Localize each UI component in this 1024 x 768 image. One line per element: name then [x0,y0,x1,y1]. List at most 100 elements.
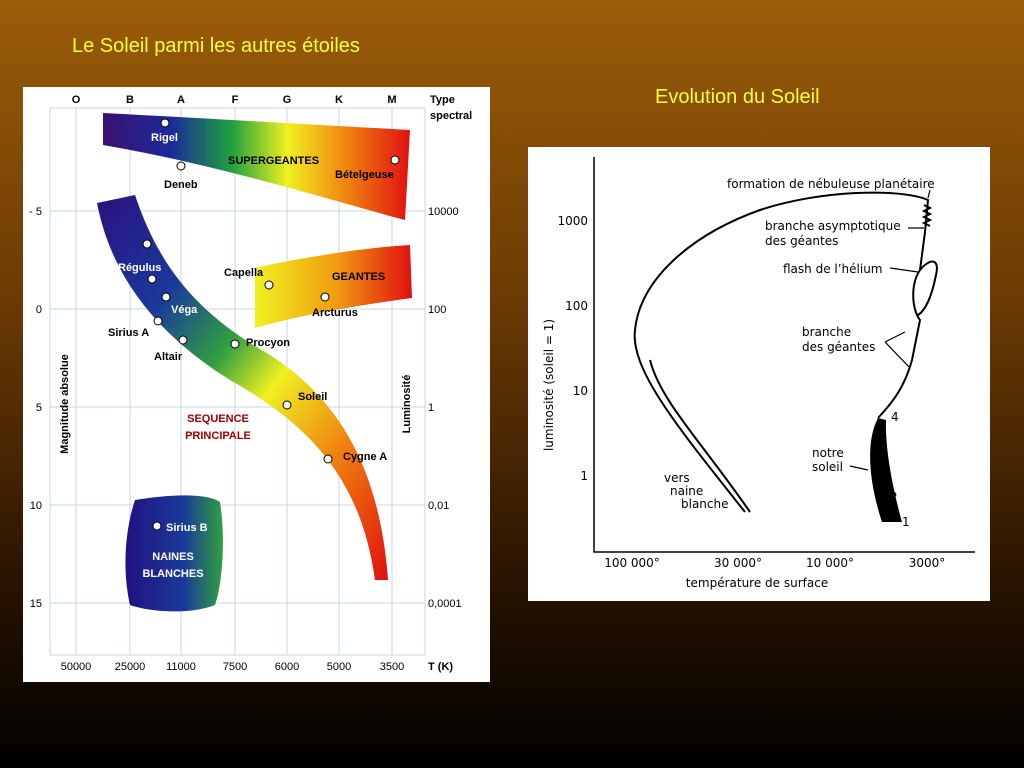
main-sequence-track [870,418,902,522]
temperature-label: T (K) [428,661,453,673]
y-axis-title: luminosité (soleil = 1) [542,319,556,451]
luminosity-tick: 0,01 [428,500,449,512]
magnitude-tick: - 5 [29,206,42,218]
y-tick: 1000 [557,214,588,228]
luminosity-tick: 0,0001 [428,598,462,610]
star [160,118,170,128]
spectral-type: K [335,94,343,106]
luminosity-tick: 100 [428,304,446,316]
main-sequence-band [97,195,388,580]
magnitude-tick: 0 [36,304,42,316]
temperature-tick: 50000 [61,661,92,673]
star [176,161,186,171]
slide-subtitle: Evolution du Soleil [655,86,820,108]
x-tick: 3000° [909,556,946,570]
temperature-tick: 7500 [223,661,247,673]
star-label: Capella [224,267,264,279]
star [153,316,163,326]
annotation: des géantes [765,234,838,248]
magnitude-tick: 10 [30,500,42,512]
star [320,292,330,302]
y-tick: 1 [580,469,588,483]
annotation: flash de l’hélium [783,262,883,276]
spectral-type: F [232,94,239,106]
hr-diagram: O B A F G K M Type spectral - 5 0 5 10 1… [23,87,490,682]
annotation: vers [664,471,690,485]
temperature-tick: 6000 [275,661,299,673]
axes [593,157,975,553]
star [230,339,240,349]
star-label: Deneb [164,179,198,191]
star [390,155,400,165]
annotation: formation de nébuleuse planétaire [727,177,935,191]
star-label: Cygne A [343,451,387,463]
temperature-tick: 11000 [166,661,196,673]
star [323,454,333,464]
luminosity-label: Luminosité [401,375,413,434]
annotation: des géantes [802,340,875,354]
region-label: SUPERGEANTES [228,155,319,167]
region-label: BLANCHES [142,568,203,580]
star-label: Régulus [118,262,161,274]
y-tick: 10 [573,384,588,398]
star-label: Altair [154,351,183,363]
y-tick: 100 [565,299,588,313]
x-tick: 30 000° [714,556,762,570]
spectral-type: A [177,94,185,106]
x-axis-title: température de surface [686,576,828,590]
star-label: Arcturus [312,307,358,319]
star [152,521,162,531]
luminosity-tick: 1 [428,402,434,414]
star [282,400,292,410]
x-tick: 10 000° [806,556,854,570]
annotation: branche [802,325,851,339]
spectral-type: O [72,94,81,106]
spectral-label: spectral [430,110,472,122]
stage-number: 1 [902,515,910,529]
annotation: naine [670,484,703,498]
stage-number: 2 [890,490,898,504]
evolution-track [633,191,938,513]
stage-number: 3 [880,468,888,482]
magnitude-tick: 15 [30,598,42,610]
spectral-type: G [283,94,292,106]
temperature-tick: 25000 [115,661,146,673]
x-tick: 100 000° [604,556,660,570]
star [264,280,274,290]
star-label: Véga [171,304,198,316]
spectral-type: B [126,94,134,106]
temperature-tick: 5000 [327,661,351,673]
pointer-lines [849,189,931,471]
star-label: Bételgeuse [335,169,394,181]
star [142,239,152,249]
star [147,274,157,284]
spectral-label: Type [430,94,455,106]
star [178,335,188,345]
spectral-type: M [387,94,396,106]
stage-number: 4 [891,410,899,424]
panel [528,147,990,601]
annotation: blanche [681,497,729,511]
temperature-tick: 3500 [380,661,404,673]
star-label: Procyon [246,337,290,349]
stars [142,118,400,531]
giant-band [255,245,412,328]
annotation: branche asymptotique [765,219,901,233]
region-label: SEQUENCE [187,413,249,425]
slide-title: Le Soleil parmi les autres étoiles [72,35,360,57]
region-label: NAINES [152,551,194,563]
star-label: Sirius A [108,327,149,339]
star-label: Rigel [151,132,178,144]
plot-frame [49,107,426,656]
evolution-diagram: 1000 100 10 1 100 000° 30 000° 10 000° 3… [528,147,990,601]
annotation: notre [812,446,844,460]
luminosity-tick: 10000 [428,206,459,218]
star-label: Soleil [298,391,327,403]
supergiant-band [103,113,410,220]
magnitude-tick: 5 [36,402,42,414]
pulsations [921,204,933,227]
white-dwarf-region [125,495,223,612]
annotation: soleil [812,460,843,474]
